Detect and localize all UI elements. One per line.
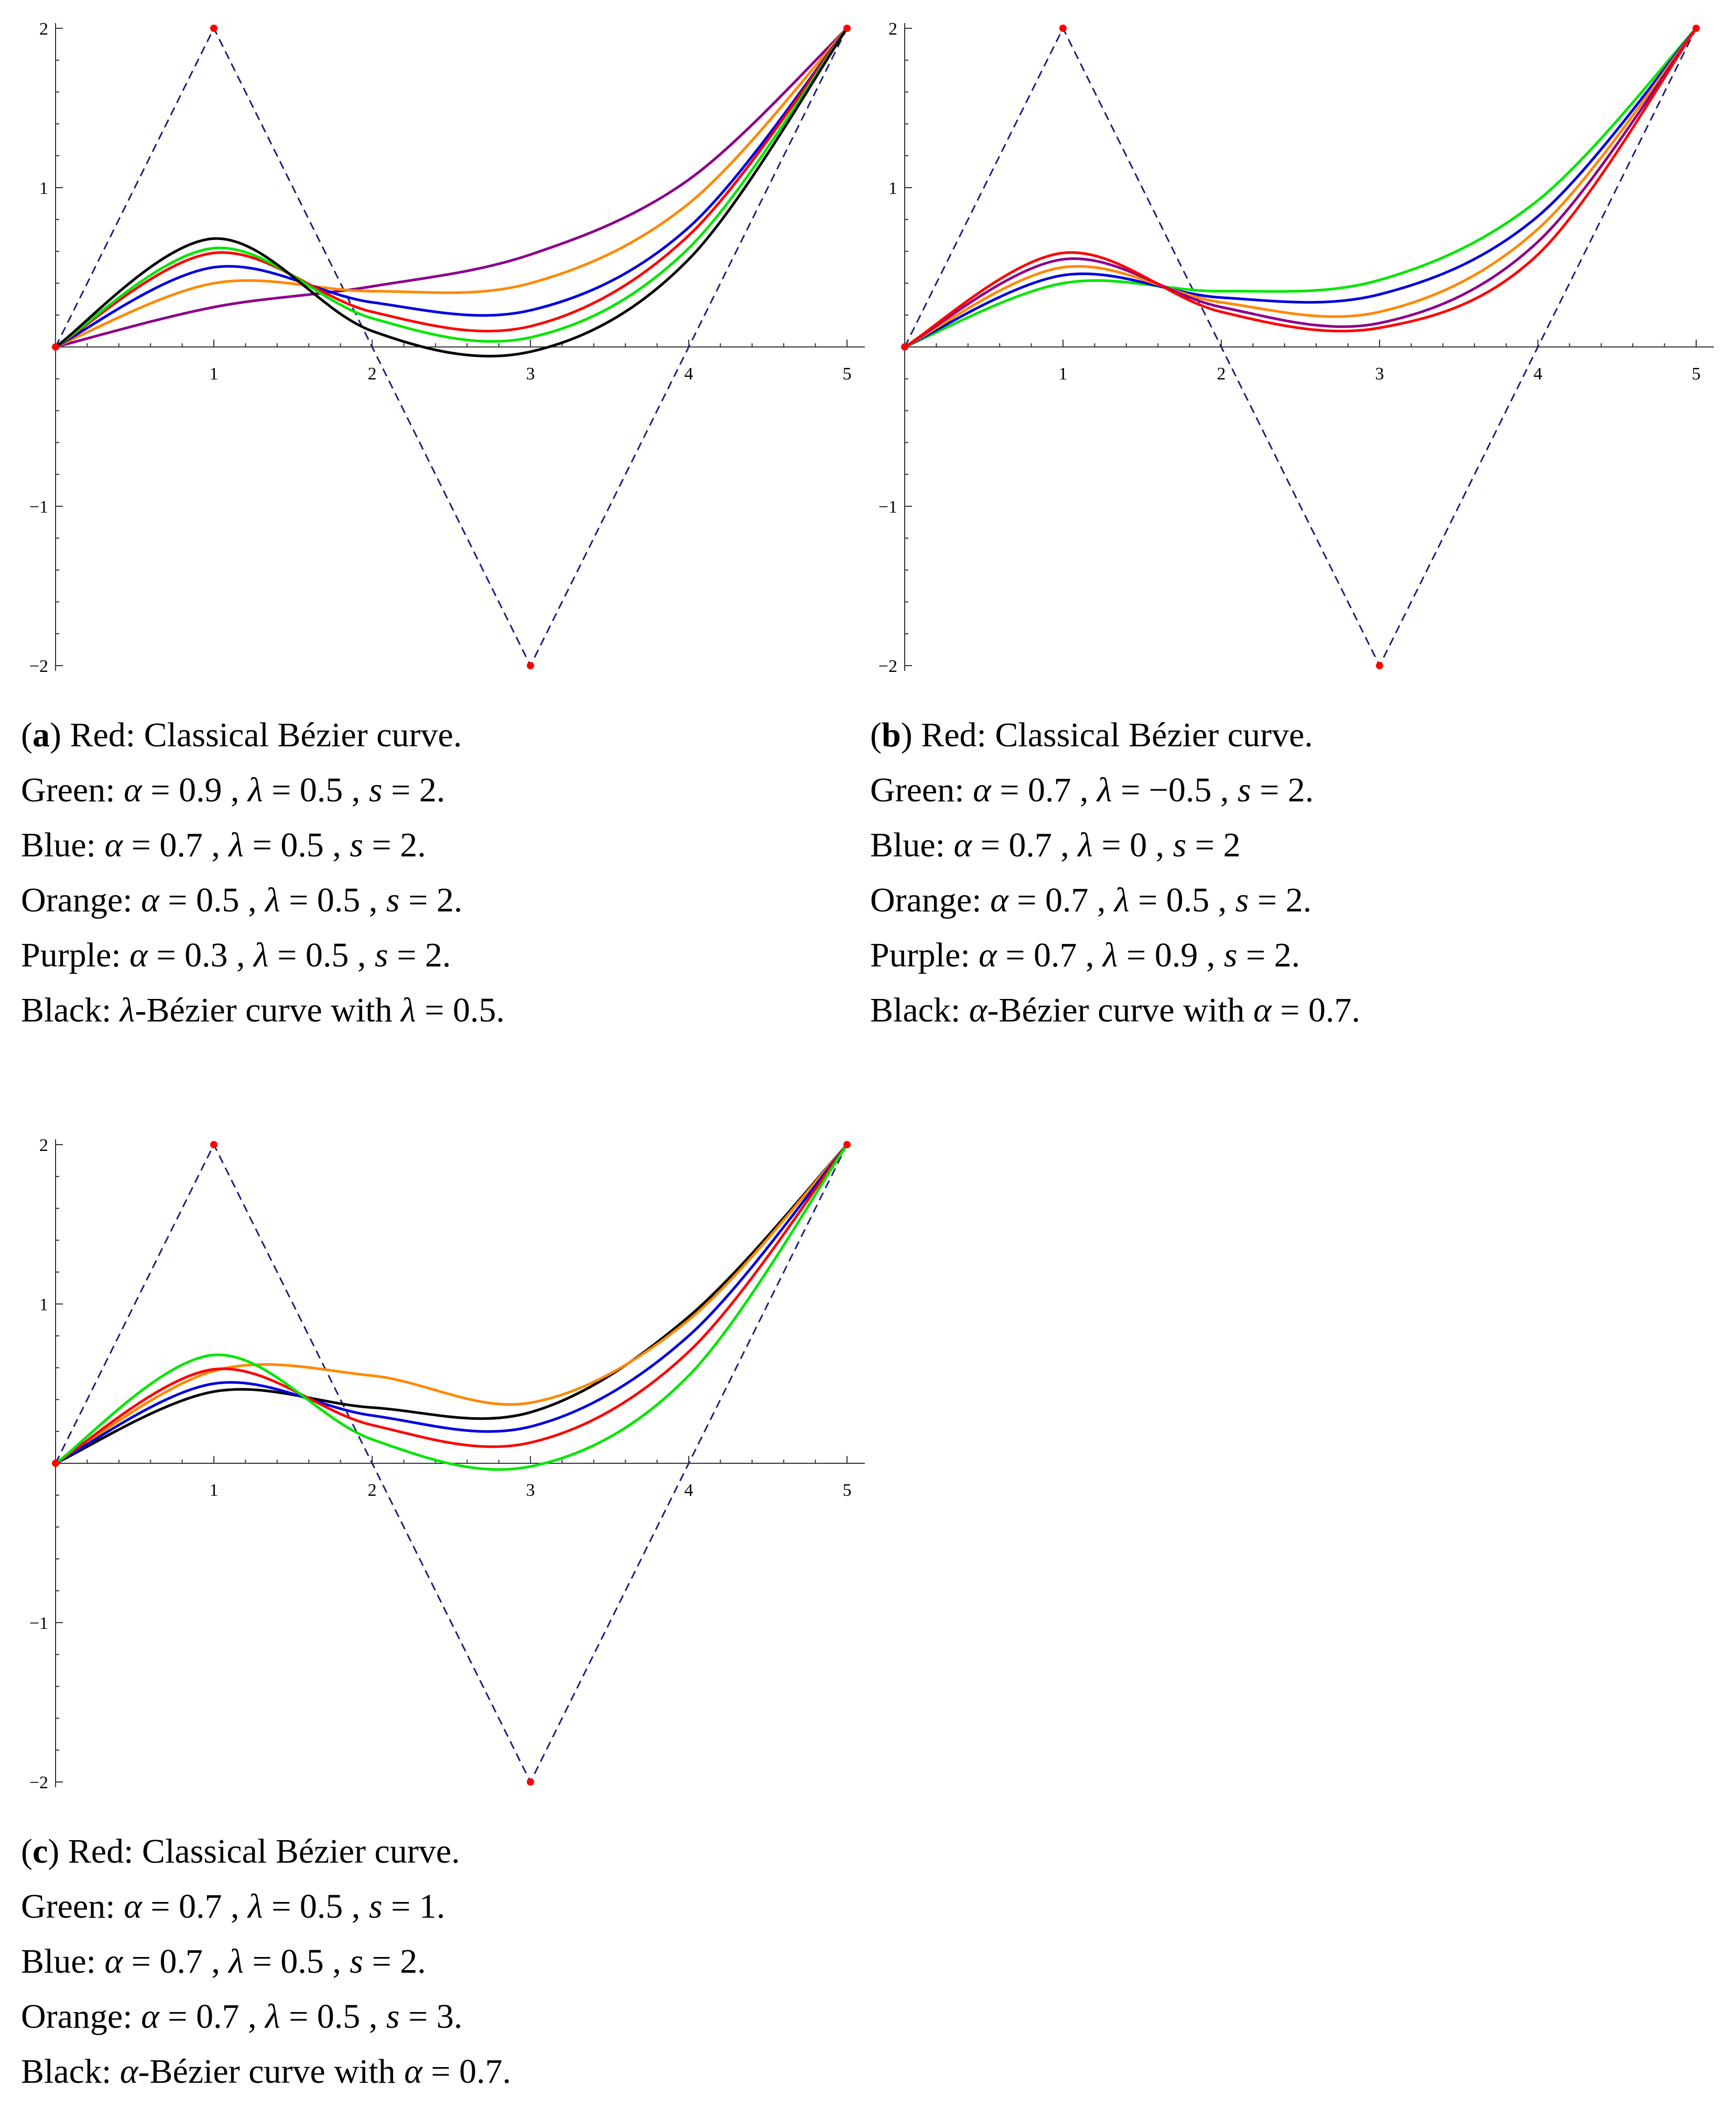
curve-c-orange xyxy=(55,1144,848,1465)
control-polygon-b xyxy=(904,26,1697,668)
x-tick-label-a-5: 5 xyxy=(843,364,852,384)
caption-a-line-2: Blue: α = 0.7 , λ = 0.5 , s = 2. xyxy=(21,826,426,864)
plot-a: 1 2 3 4 5 2 1 −1 −2 xyxy=(29,19,865,676)
caption-a-line-0: (a) Red: Classical Bézier curve. xyxy=(21,716,462,754)
caption-b: (b) Red: Classical Bézier curve. Green: α… xyxy=(870,708,1360,1038)
caption-c-line-3: Orange: α = 0.7 , λ = 0.5 , s = 3. xyxy=(21,1997,463,2036)
y-tick-label-a--1: −1 xyxy=(29,497,48,517)
x-tick-label-c-2: 2 xyxy=(368,1481,377,1500)
x-tick-label-a-3: 3 xyxy=(526,364,535,384)
y-tick-label-a-1: 1 xyxy=(39,179,48,198)
panel-c: 1 2 3 4 5 2 1 −1 −2 (c) Red: Classical Bézier cu… xyxy=(0,1116,865,2109)
control-point-c-2 xyxy=(527,1778,534,1786)
caption-a-line-4: Purple: α = 0.3 , λ = 0.5 , s = 2. xyxy=(21,936,451,974)
panel-a: 1 2 3 4 5 2 1 −1 −2 (a) Red: Classical Bézier cu… xyxy=(0,0,865,1048)
curve-b-orange xyxy=(904,27,1697,349)
x-tick-label-c-1: 1 xyxy=(210,1481,219,1500)
caption-a-line-3: Orange: α = 0.5 , λ = 0.5 , s = 2. xyxy=(21,881,463,919)
caption-c-line-4: Black: α-Bézier curve with α = 0.7. xyxy=(21,2052,511,2091)
curve-c-red xyxy=(55,1144,848,1465)
curve-a-red xyxy=(55,27,848,349)
control-point-b-0 xyxy=(901,343,908,351)
control-point-c-1 xyxy=(210,1141,218,1148)
control-point-c-3 xyxy=(843,1141,851,1148)
y-tick-label-b-2: 2 xyxy=(888,19,897,39)
curve-a-purple xyxy=(55,27,848,349)
control-point-b-2 xyxy=(1376,662,1383,669)
x-tick-label-b-4: 4 xyxy=(1534,364,1543,384)
control-point-a-1 xyxy=(210,25,218,32)
control-point-a-2 xyxy=(527,662,534,669)
caption-b-line-1: Green: α = 0.7 , λ = −0.5 , s = 2. xyxy=(870,771,1314,809)
control-point-a-0 xyxy=(52,343,59,351)
plot-b: 1 2 3 4 5 2 1 −1 −2 xyxy=(878,19,1714,676)
caption-b-label: b xyxy=(881,716,901,754)
caption-b-line-5: Black: α-Bézier curve with α = 0.7. xyxy=(870,991,1360,1029)
x-tick-label-c-4: 4 xyxy=(685,1481,693,1500)
curve-b-green xyxy=(904,27,1697,349)
caption-a: (a) Red: Classical Bézier curve. Green: α… xyxy=(21,708,505,1038)
curve-c-blue xyxy=(55,1144,848,1465)
x-tick-label-b-3: 3 xyxy=(1375,364,1384,384)
caption-a-label: a xyxy=(32,716,50,754)
x-tick-label-a-1: 1 xyxy=(210,364,219,384)
caption-b-line-0: (b) Red: Classical Bézier curve. xyxy=(870,716,1313,754)
y-tick-label-a--2: −2 xyxy=(29,657,48,676)
caption-b-line-2: Blue: α = 0.7 , λ = 0 , s = 2 xyxy=(870,826,1241,864)
caption-c: (c) Red: Classical Bézier curve. Green: α… xyxy=(21,1824,511,2099)
y-tick-label-c--1: −1 xyxy=(29,1614,48,1633)
caption-b-line-4: Purple: α = 0.7 , λ = 0.9 , s = 2. xyxy=(870,936,1300,974)
y-tick-label-a-2: 2 xyxy=(39,19,48,39)
curve-c-black xyxy=(55,1144,848,1465)
y-tick-label-c-1: 1 xyxy=(39,1295,48,1314)
y-tick-label-b-1: 1 xyxy=(888,179,897,198)
x-tick-label-a-2: 2 xyxy=(368,364,377,384)
caption-b-line-3: Orange: α = 0.7 , λ = 0.5 , s = 2. xyxy=(870,881,1312,919)
control-point-c-0 xyxy=(52,1460,59,1467)
control-point-a-3 xyxy=(843,25,851,32)
control-polygon-c xyxy=(55,1143,848,1784)
caption-c-line-0: (c) Red: Classical Bézier curve. xyxy=(21,1832,460,1871)
y-tick-label-b--1: −1 xyxy=(878,497,897,517)
y-tick-label-c-2: 2 xyxy=(39,1136,48,1155)
caption-a-line-5: Black: λ-Bézier curve with λ = 0.5. xyxy=(21,991,505,1029)
y-tick-label-c--2: −2 xyxy=(29,1773,48,1792)
x-tick-label-b-1: 1 xyxy=(1059,364,1068,384)
curve-b-blue xyxy=(904,27,1697,349)
x-tick-label-b-5: 5 xyxy=(1692,364,1701,384)
x-tick-label-c-3: 3 xyxy=(526,1481,535,1500)
control-polygon-a xyxy=(55,26,848,668)
curve-a-green xyxy=(55,27,849,349)
control-point-b-3 xyxy=(1692,25,1700,32)
curve-a-black xyxy=(55,27,849,358)
x-tick-label-a-4: 4 xyxy=(685,364,693,384)
plot-c: 1 2 3 4 5 2 1 −1 −2 xyxy=(29,1136,865,1792)
caption-c-label: c xyxy=(32,1832,48,1871)
x-tick-label-b-2: 2 xyxy=(1217,364,1226,384)
curve-a-orange xyxy=(55,27,848,349)
caption-a-line-1: Green: α = 0.9 , λ = 0.5 , s = 2. xyxy=(21,771,446,809)
curve-a-blue xyxy=(55,27,848,349)
y-tick-label-b--2: −2 xyxy=(878,657,897,676)
curve-b-red xyxy=(904,27,1698,349)
caption-c-line-1: Green: α = 0.7 , λ = 0.5 , s = 1. xyxy=(21,1887,446,1926)
control-point-b-1 xyxy=(1059,25,1067,32)
panel-b: 1 2 3 4 5 2 1 −1 −2 (b) Red: Classical Bézier cu… xyxy=(849,0,1714,1048)
curve-b-purple xyxy=(904,27,1698,349)
x-tick-label-c-5: 5 xyxy=(843,1481,852,1500)
curve-c-green xyxy=(55,1144,849,1471)
caption-c-line-2: Blue: α = 0.7 , λ = 0.5 , s = 2. xyxy=(21,1942,426,1981)
